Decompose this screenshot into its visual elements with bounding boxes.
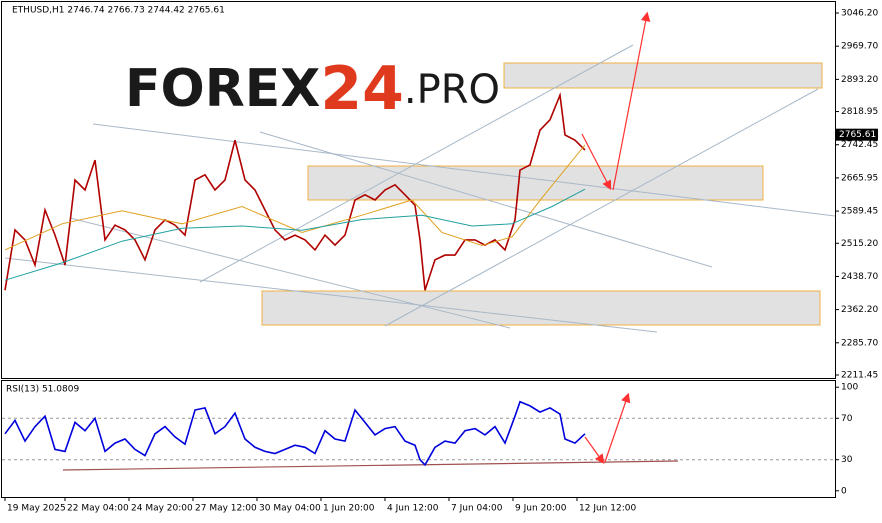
y-tick-label: 2589.45 — [841, 207, 878, 217]
arrow — [612, 11, 651, 191]
trendline — [199, 44, 634, 283]
zone — [503, 62, 823, 89]
trendlines — [4, 44, 836, 471]
y-tick-label: 0 — [841, 486, 847, 496]
y-tick-label: 2515.20 — [841, 239, 878, 249]
x-tick-label: 9 Jun 20:00 — [515, 504, 567, 514]
y-tick-label: 2665.95 — [841, 173, 878, 183]
zone — [307, 165, 764, 201]
zone — [261, 290, 821, 326]
trendline — [92, 123, 836, 217]
y-tick-label: 2893.20 — [841, 75, 878, 85]
x-tick-label: 30 May 04:00 — [259, 504, 321, 514]
y-tick-label: 2362.20 — [841, 305, 878, 315]
x-tick-label: 1 Jun 20:00 — [323, 504, 375, 514]
y-tick-label: 2969.70 — [841, 42, 878, 52]
arrow — [584, 436, 605, 464]
y-tick-label: 2285.70 — [841, 338, 878, 348]
arrow — [604, 392, 631, 463]
trendline — [384, 88, 819, 327]
watermark-part: 24 — [320, 54, 404, 124]
series-line — [4, 91, 586, 291]
rsi-trendline — [62, 460, 679, 471]
y-tick-label: 2211.45 — [841, 370, 878, 380]
y-tick-label: 2438.70 — [841, 272, 878, 282]
forecast-arrows — [581, 11, 651, 464]
trendline — [259, 131, 713, 268]
y-tick-label: 70 — [841, 414, 853, 424]
last-price-box — [836, 128, 878, 141]
x-tick-label: 12 Jun 12:00 — [579, 504, 636, 514]
series-line — [4, 188, 586, 281]
series-line — [4, 144, 586, 251]
chart-title: ETHUSD,H1 2746.74 2766.73 2744.42 2765.6… — [12, 6, 225, 16]
plot: 3046.20 2969.70 2893.20 2818.95 2742.45 2665.… — [2, 9, 878, 514]
rsi-panel — [1, 380, 836, 498]
y-tick-label: 3046.20 — [841, 9, 878, 19]
x-tick-label: 19 May 2025 — [7, 504, 66, 514]
x-tick-label: 7 Jun 04:00 — [451, 504, 503, 514]
price-panel — [1, 1, 836, 379]
y-tick-label: 100 — [841, 383, 858, 393]
trendline — [4, 257, 658, 333]
rsi-title: RSI(13) 51.0809 — [6, 385, 79, 395]
arrow — [581, 133, 612, 191]
watermark-part: FOREX — [125, 59, 320, 119]
x-tick-label: 24 May 20:00 — [131, 504, 193, 514]
y-tick-label: 30 — [841, 455, 853, 465]
watermark: FOREX24.PRO — [125, 54, 500, 124]
series-line — [4, 400, 586, 467]
y-tick-label: 2818.95 — [841, 107, 878, 117]
y-tick-label: 2742.45 — [841, 140, 878, 150]
x-tick-label: 27 May 12:00 — [195, 504, 257, 514]
x-tick-label: 22 May 04:00 — [67, 504, 129, 514]
last-price-label: 2765.61 — [839, 130, 876, 140]
x-tick-label: 4 Jun 12:00 — [387, 504, 439, 514]
watermark-part: .PRO — [404, 67, 500, 113]
